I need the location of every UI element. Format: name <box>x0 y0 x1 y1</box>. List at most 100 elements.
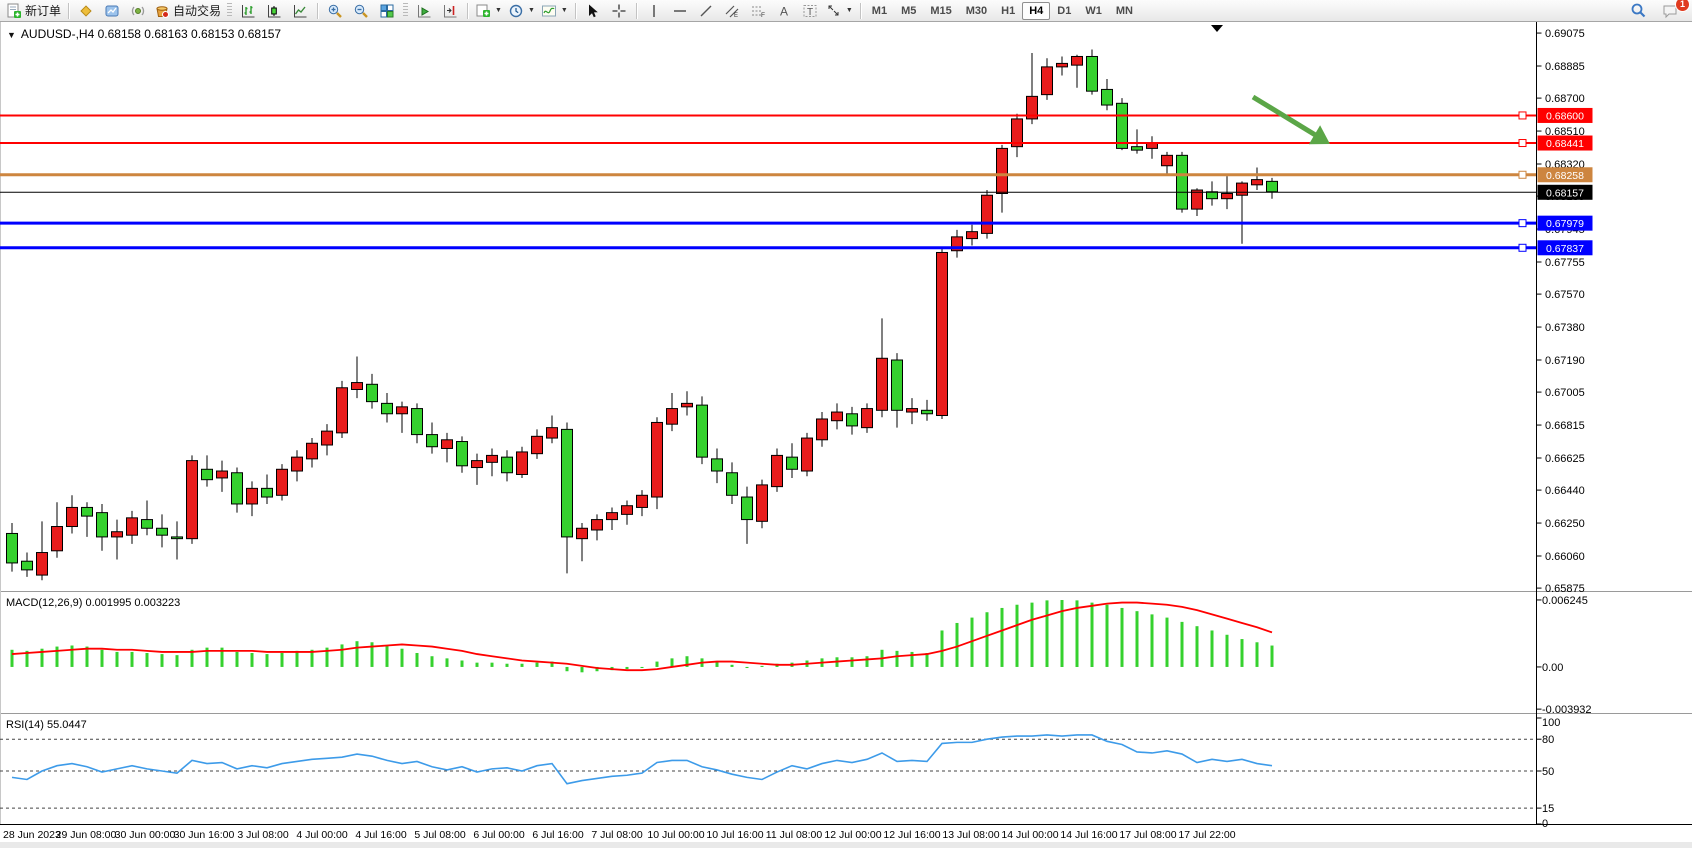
svg-text:50: 50 <box>1542 766 1554 778</box>
svg-text:0.66250: 0.66250 <box>1545 518 1585 530</box>
horizontal-line-button[interactable] <box>667 1 693 21</box>
auto-scroll-button[interactable] <box>411 1 437 21</box>
candlestick-chart[interactable]: 0.690750.688850.687000.685100.683200.681… <box>0 22 1692 848</box>
timeframe-button-H1[interactable]: H1 <box>1001 4 1016 17</box>
chart-window-icon <box>104 3 120 19</box>
svg-text:17 Jul 22:00: 17 Jul 22:00 <box>1178 829 1235 841</box>
svg-text:0.69075: 0.69075 <box>1545 28 1585 40</box>
line-chart-button[interactable] <box>287 1 313 21</box>
divider <box>317 2 319 19</box>
candle-bull <box>1251 179 1263 186</box>
candle-bear <box>696 404 708 458</box>
candle-bull <box>816 418 828 441</box>
search-button[interactable] <box>1625 1 1651 21</box>
candle-bull <box>756 484 768 522</box>
timeframe-button-M15[interactable]: M15 <box>930 4 952 17</box>
new-order-icon <box>6 3 22 19</box>
text-button[interactable]: A <box>771 1 797 21</box>
profiles-button[interactable] <box>99 1 125 21</box>
svg-text:0.67755: 0.67755 <box>1545 257 1585 269</box>
candle-bull <box>606 512 618 521</box>
svg-text:11 Jul 08:00: 11 Jul 08:00 <box>766 829 823 841</box>
candle-bull <box>1056 62 1068 68</box>
text-label-icon: T <box>802 3 818 19</box>
candle-bear <box>1116 102 1128 149</box>
new-chart-dropdown[interactable]: ▼ <box>472 1 505 21</box>
support-2-line[interactable]: 0.67837 <box>0 240 1593 256</box>
chat-button[interactable]: 1 <box>1657 0 1690 21</box>
timeframe-button-MN[interactable]: MN <box>1115 4 1133 17</box>
arrows-tool-icon <box>826 3 842 19</box>
zoom-in-button[interactable] <box>322 1 348 21</box>
vertical-line-icon <box>647 3 661 19</box>
svg-text:-0.003932: -0.003932 <box>1542 704 1592 716</box>
candle-bear <box>411 408 423 436</box>
svg-text:0.67380: 0.67380 <box>1545 322 1585 334</box>
vertical-line-button[interactable] <box>641 1 667 21</box>
text-label-button[interactable]: T <box>797 1 823 21</box>
channel-icon: E <box>724 3 740 19</box>
trendline-button[interactable] <box>693 1 719 21</box>
candle-bear <box>231 472 243 505</box>
candle-bull <box>621 505 633 515</box>
candle-bull <box>666 408 678 425</box>
chart-shift-button[interactable] <box>437 1 463 21</box>
candle-bull <box>651 421 663 498</box>
timeframe-button-M5[interactable]: M5 <box>901 4 917 17</box>
zoom-out-button[interactable] <box>348 1 374 21</box>
candle-bull <box>216 470 228 479</box>
timeframe-button-W1[interactable]: W1 <box>1085 4 1102 17</box>
svg-text:E: E <box>734 13 738 19</box>
candlestick-chart-button[interactable] <box>261 1 287 21</box>
period-dropdown[interactable]: ▼ <box>505 1 538 21</box>
timeframe-button-D1[interactable]: D1 <box>1057 4 1072 17</box>
candle-bear <box>921 409 933 415</box>
equidistant-channel-button[interactable]: E <box>719 1 745 21</box>
candle-bull <box>66 506 78 528</box>
text-icon: A <box>777 3 791 19</box>
candle-bull <box>636 494 648 508</box>
candle-bull <box>831 411 843 422</box>
zoom-in-icon <box>327 3 343 19</box>
timeframe-button-H4[interactable]: H4 <box>1022 1 1051 20</box>
resistance-2-line[interactable]: 0.68441 <box>0 135 1593 151</box>
timeframe-button-M30[interactable]: M30 <box>965 4 988 17</box>
signals-button[interactable] <box>125 1 151 21</box>
candle-bear <box>456 441 468 467</box>
chart-shift-marker[interactable] <box>1211 25 1223 32</box>
candle-bull <box>1236 182 1248 196</box>
candles-group <box>6 49 1278 581</box>
indicators-dropdown[interactable]: ▼ <box>538 1 571 21</box>
new-order-label: 新订单 <box>25 4 62 18</box>
fibonacci-button[interactable]: F <box>745 1 771 21</box>
chart-area[interactable]: 0.690750.688850.687000.685100.683200.681… <box>0 22 1692 848</box>
svg-text:5 Jul 08:00: 5 Jul 08:00 <box>414 829 466 841</box>
svg-text:6 Jul 00:00: 6 Jul 00:00 <box>473 829 525 841</box>
svg-text:A: A <box>780 4 788 18</box>
candle-bear <box>96 512 108 538</box>
candle-bear <box>1266 180 1278 193</box>
support-1-line[interactable]: 0.67979 <box>0 215 1593 231</box>
new-order-button[interactable]: 新订单 <box>3 1 64 21</box>
svg-text:T: T <box>807 7 813 18</box>
candle-bull <box>1071 55 1083 66</box>
timeframe-button-M1[interactable]: M1 <box>871 4 888 17</box>
toolbar-grip <box>227 3 233 18</box>
chevron-down-icon: ▼ <box>845 7 853 14</box>
svg-text:0.68157: 0.68157 <box>1546 187 1584 199</box>
svg-text:29 Jun 08:00: 29 Jun 08:00 <box>56 829 117 841</box>
svg-text:13 Jul 08:00: 13 Jul 08:00 <box>942 829 999 841</box>
rsi-line <box>11 734 1273 785</box>
arrows-dropdown[interactable]: ▼ <box>823 1 856 21</box>
bar-chart-button[interactable] <box>235 1 261 21</box>
svg-text:0.67979: 0.67979 <box>1546 218 1584 230</box>
crosshair-button[interactable] <box>606 1 632 21</box>
tile-windows-button[interactable] <box>374 1 400 21</box>
cursor-button[interactable] <box>580 1 606 21</box>
favorites-button[interactable] <box>73 1 99 21</box>
svg-text:14 Jul 00:00: 14 Jul 00:00 <box>1001 829 1058 841</box>
pivot-line[interactable]: 0.68258 <box>0 167 1593 183</box>
svg-text:0.67570: 0.67570 <box>1545 289 1585 301</box>
trend-arrow[interactable] <box>1251 94 1330 145</box>
autotrading-button[interactable]: 自动交易 <box>151 1 224 21</box>
